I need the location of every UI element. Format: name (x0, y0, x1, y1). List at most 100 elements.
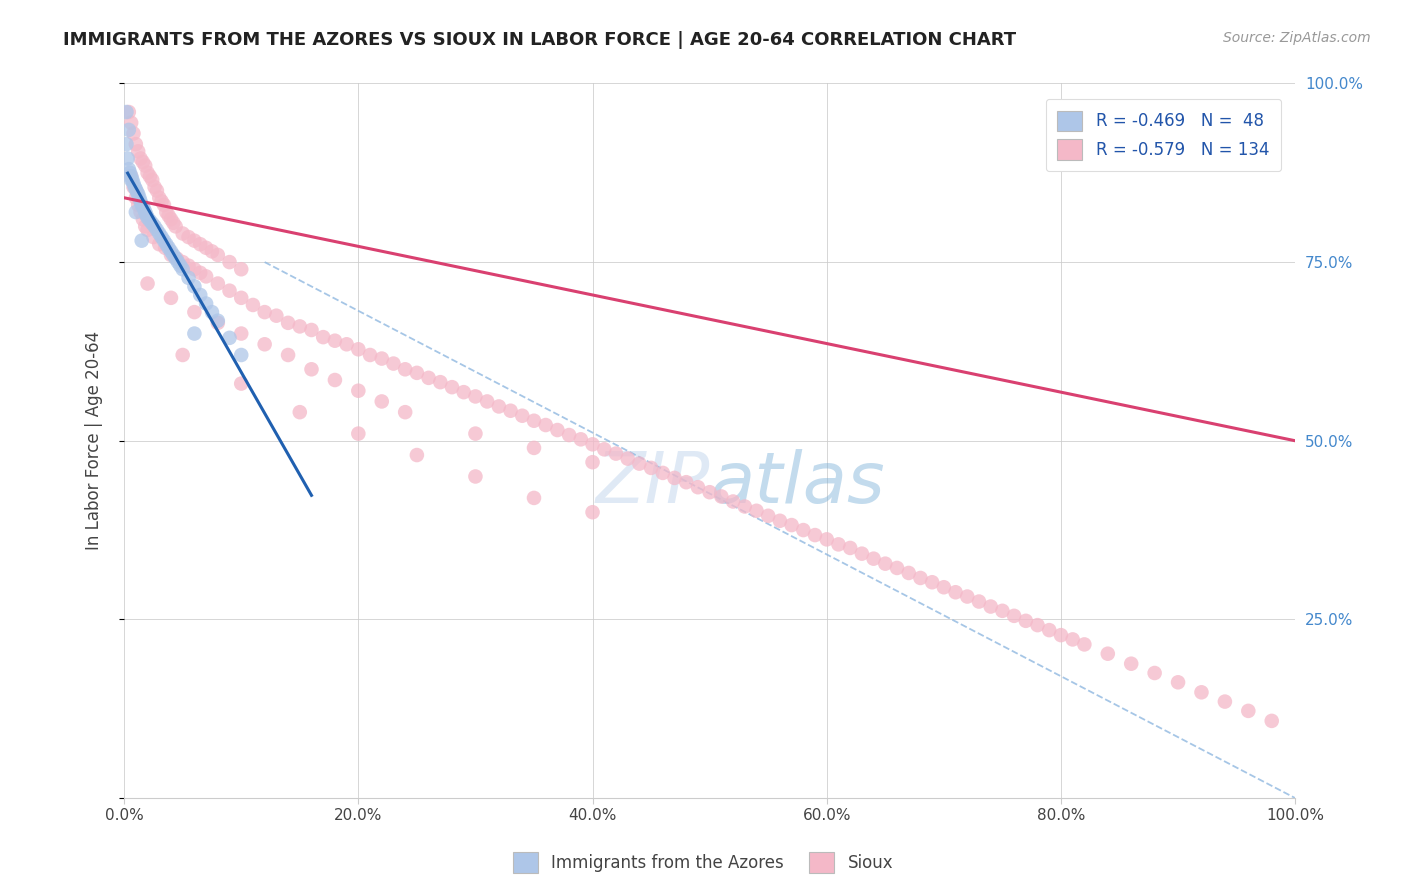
Point (157, 241, 180, 255)
Point (710, 490, 733, 504)
Point (886, 561, 908, 575)
Point (188, 266, 211, 280)
Point (148, 237, 170, 252)
Point (815, 533, 838, 547)
Point (1073, 637, 1095, 651)
Point (201, 305, 224, 319)
Point (177, 230, 200, 244)
Point (862, 551, 884, 566)
Point (231, 376, 253, 391)
Point (231, 262, 253, 277)
Point (134, 159, 156, 173)
Point (139, 213, 162, 227)
Point (207, 316, 229, 330)
Point (188, 288, 211, 302)
Point (967, 594, 990, 608)
Point (143, 219, 166, 234)
Point (675, 475, 697, 490)
Point (593, 442, 616, 457)
Point (651, 466, 673, 480)
Point (323, 373, 346, 387)
Point (183, 234, 205, 248)
Text: atlas: atlas (710, 450, 884, 518)
Point (956, 590, 979, 604)
Point (146, 184, 169, 198)
Point (132, 199, 155, 213)
Point (581, 455, 603, 469)
Point (1015, 614, 1038, 628)
Point (780, 518, 803, 533)
Point (1213, 695, 1236, 709)
Point (172, 227, 194, 241)
Point (301, 362, 323, 376)
Point (148, 191, 170, 205)
Point (347, 343, 370, 357)
Point (231, 348, 253, 362)
Point (1062, 632, 1084, 647)
Point (124, 180, 146, 194)
Point (172, 262, 194, 277)
Point (183, 279, 205, 293)
Point (136, 223, 159, 237)
Point (125, 191, 148, 205)
Point (1191, 685, 1213, 699)
Point (128, 191, 150, 205)
Point (569, 433, 592, 447)
Point (1143, 665, 1166, 680)
Point (125, 182, 148, 196)
Point (129, 205, 152, 219)
Point (115, 105, 138, 120)
Point (153, 241, 176, 255)
Point (312, 330, 335, 344)
Point (183, 262, 205, 277)
Point (172, 348, 194, 362)
Point (195, 269, 218, 284)
Point (721, 494, 744, 508)
Point (118, 162, 141, 177)
Point (1167, 675, 1189, 690)
Point (394, 405, 416, 419)
Point (875, 557, 897, 571)
Point (169, 259, 191, 273)
Point (932, 580, 955, 594)
Point (382, 357, 405, 371)
Text: ZIP: ZIP (595, 450, 710, 518)
Point (1038, 623, 1060, 637)
Point (406, 366, 429, 380)
Point (146, 223, 169, 237)
Point (1261, 714, 1284, 728)
Point (150, 230, 173, 244)
Point (1121, 657, 1143, 671)
Point (699, 485, 721, 500)
Point (792, 523, 814, 537)
Point (897, 566, 920, 580)
Point (301, 323, 323, 337)
Point (242, 298, 264, 312)
Point (453, 385, 475, 400)
Point (160, 291, 183, 305)
Point (131, 198, 153, 212)
Point (371, 351, 394, 366)
Legend: Immigrants from the Azores, Sioux: Immigrants from the Azores, Sioux (506, 846, 900, 880)
Point (136, 211, 159, 225)
Point (464, 389, 486, 403)
Point (1237, 704, 1260, 718)
Point (201, 244, 224, 259)
Point (207, 248, 229, 262)
Point (134, 205, 156, 219)
Point (141, 173, 163, 187)
Point (160, 244, 183, 259)
Point (177, 259, 200, 273)
Point (921, 575, 943, 590)
Point (359, 348, 381, 362)
Point (347, 426, 370, 441)
Point (122, 177, 145, 191)
Point (127, 198, 149, 212)
Point (475, 394, 498, 409)
Point (839, 541, 862, 555)
Point (910, 571, 932, 585)
Point (1002, 608, 1025, 623)
Point (769, 514, 792, 528)
Point (167, 255, 190, 269)
Point (132, 202, 155, 217)
